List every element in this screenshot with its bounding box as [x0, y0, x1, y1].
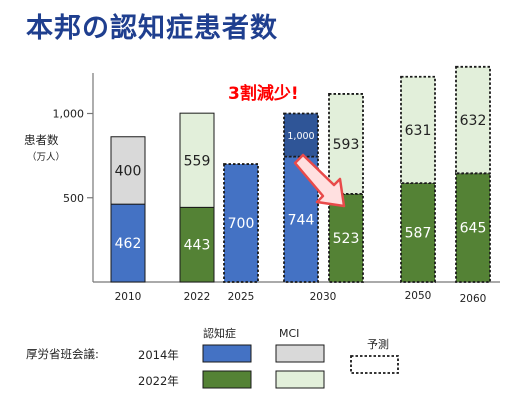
bar-value-mci-2050: 631 [405, 123, 432, 139]
bar-value-dementia-2025: 700 [228, 216, 255, 232]
bar-dementia-2050 [400, 182, 436, 283]
bar-mci-2060 [455, 65, 491, 175]
x-tick-label-2030: 2030 [310, 291, 337, 303]
legend-col-mci: MCI [279, 327, 299, 340]
bar-dementia-2060 [455, 172, 491, 283]
legend-col-dementia: 認知症 [203, 326, 236, 340]
bar-dementia-2022 [179, 206, 215, 283]
y-axis-unit: （万人） [27, 151, 65, 163]
x-tick-label-2025: 2025 [228, 291, 255, 303]
bar-dementia-2025 [223, 163, 259, 283]
x-tick-label-2010: 2010 [115, 291, 142, 303]
legend-forecast-swatch [350, 355, 399, 374]
bar-total-2030 [283, 112, 319, 158]
bar-value-dementia-2050: 587 [405, 226, 432, 242]
legend-forecast-label: 予測 [367, 337, 389, 351]
bar-dementia-2030 [328, 192, 364, 283]
legend-row-label-1: 2022年 [138, 374, 179, 388]
bar-value-mci-2030: 593 [333, 137, 360, 153]
legend-swatch-mci-0 [275, 344, 325, 363]
y-tick-label: 1,000 [53, 108, 85, 121]
bar-mci-2010 [110, 136, 146, 205]
x-tick-label-2060: 2060 [460, 293, 487, 305]
legend-swatch-mci-1 [275, 370, 325, 389]
reduction-arrow [293, 153, 346, 208]
bar-value-dementia-2022: 443 [184, 238, 211, 254]
page-title: 本邦の認知症患者数 [26, 13, 278, 44]
x-tick-label-2050: 2050 [405, 290, 432, 302]
bar-dementia-2010 [110, 203, 146, 283]
legend-row-label-0: 2014年 [138, 348, 179, 362]
reduction-annotation: 3割減少! [228, 83, 299, 104]
x-tick-label-2022: 2022 [184, 291, 211, 303]
bar-value-mci-2060: 632 [460, 113, 487, 129]
bar-total-label-2030: 1,000 [287, 131, 314, 142]
bar-value-dementia-2030: 744 [288, 212, 315, 228]
legend-source-label: 厚労省班会議: [26, 347, 99, 361]
y-tick-label: 500 [63, 192, 84, 205]
bar-value-dementia-2060: 645 [460, 221, 487, 237]
bar-value-dementia-2030: 523 [333, 231, 360, 247]
legend-swatch-dementia-0 [202, 344, 252, 363]
bar-mci-2030 [328, 93, 364, 195]
bar-value-dementia-2010: 462 [115, 236, 142, 252]
bar-value-mci-2022: 559 [184, 153, 211, 169]
bar-mci-2022 [179, 112, 215, 208]
bar-mci-2050 [400, 75, 436, 184]
legend-swatch-dementia-1 [202, 370, 252, 389]
y-axis-label: 患者数 [24, 133, 59, 147]
bar-value-mci-2010: 400 [115, 163, 142, 179]
